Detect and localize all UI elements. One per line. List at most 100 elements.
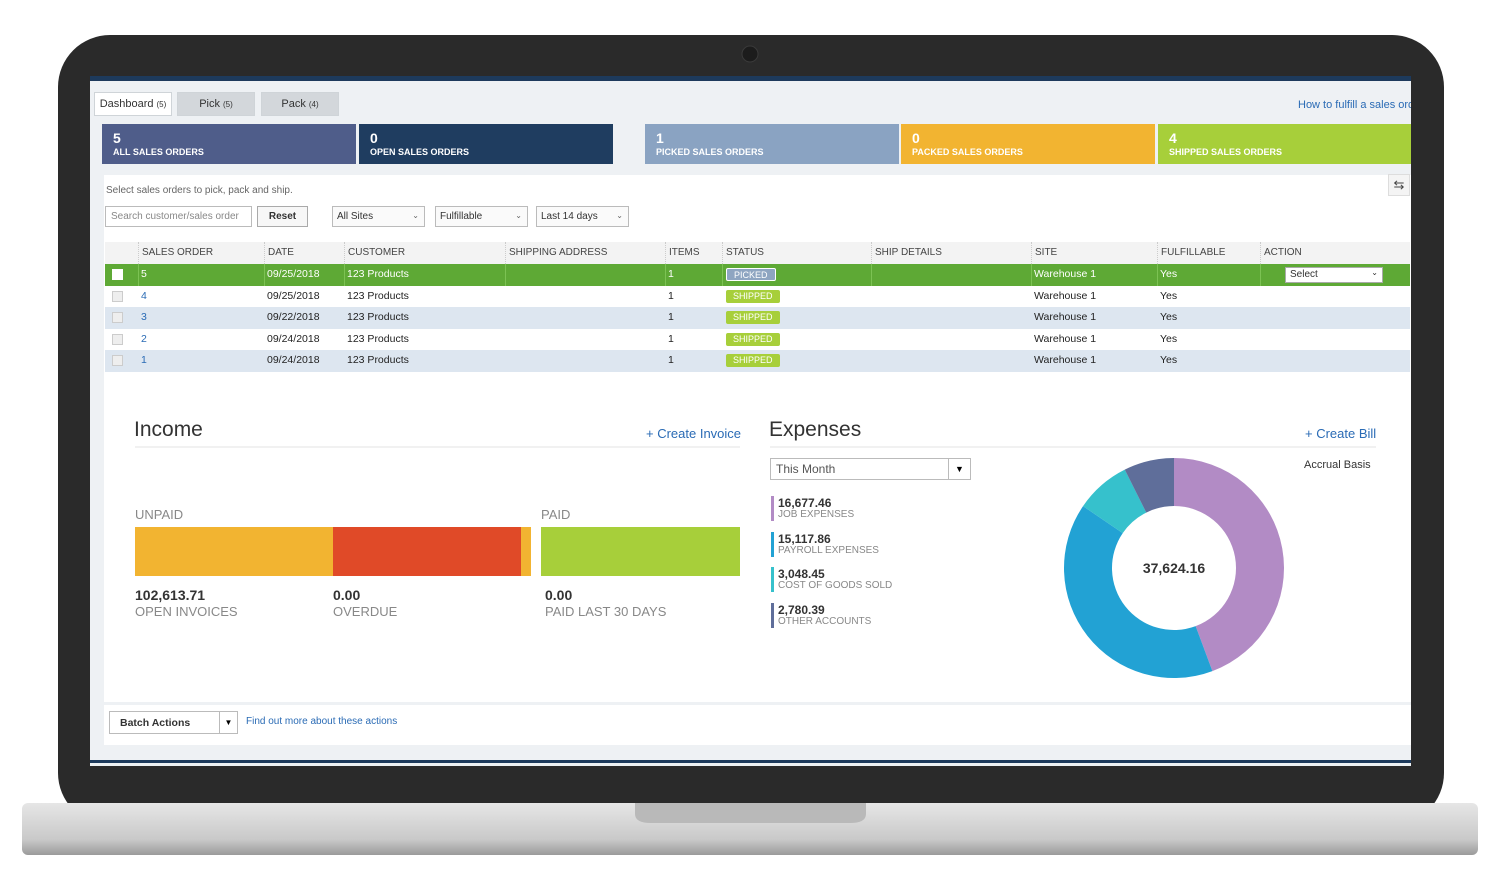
filter-value: Last 14 days — [541, 211, 598, 222]
card-label: OPEN SALES ORDERS — [370, 147, 470, 157]
cell: 123 Products — [347, 289, 409, 302]
cell: Yes — [1160, 354, 1178, 366]
period-dropdown[interactable]: This Month ▼ — [770, 458, 971, 480]
column-header[interactable]: SITE — [1031, 242, 1060, 264]
donut-segment — [1083, 469, 1147, 534]
batch-link[interactable]: Find out more about these actions — [246, 716, 398, 727]
create-invoice-link[interactable]: + Create Invoice — [646, 426, 742, 441]
cell-divider — [871, 264, 872, 286]
cell: Warehouse 1 — [1034, 268, 1097, 280]
sales-order-link[interactable]: 3 — [141, 311, 147, 323]
tab[interactable]: Pack (4) — [261, 92, 339, 116]
column-header[interactable]: ITEMS — [665, 242, 703, 264]
batch-button[interactable]: Batch Actions ▼ — [109, 711, 238, 734]
sales-order-link[interactable]: 2 — [141, 332, 147, 345]
card-label: PACKED SALES ORDERS — [912, 147, 1023, 157]
table-row[interactable]: 4 09/25/2018 123 Products 1 SHIPPED Warehouse… — [105, 285, 1410, 307]
tab[interactable]: Pick (5) — [177, 92, 255, 116]
donut-segment — [1124, 458, 1174, 513]
cell: 123 Products — [347, 354, 409, 366]
dropdown-button[interactable]: ▼ — [948, 459, 970, 479]
dropdown-button[interactable]: ▼ — [219, 712, 237, 733]
legend-swatch — [771, 496, 774, 521]
column-header[interactable]: FULFILLABLE — [1157, 242, 1228, 264]
card-count: 1 — [656, 130, 664, 146]
tab-label: Dashboard (5) — [95, 98, 171, 110]
screen-topbar — [90, 76, 1411, 81]
status-badge: PICKED — [726, 268, 776, 281]
instructions: Select sales orders to pick, pack and sh… — [106, 185, 293, 196]
summary-card[interactable]: 0 PACKED SALES ORDERS — [901, 124, 1155, 164]
row-checkbox[interactable] — [112, 312, 123, 323]
laptop-base — [22, 803, 1478, 855]
tab-name: Pick — [199, 98, 220, 110]
column-header[interactable]: SALES ORDER — [138, 242, 216, 264]
sales-order-link[interactable]: 5 — [141, 268, 147, 280]
expense-label: OTHER ACCOUNTS — [778, 616, 872, 628]
table-row[interactable]: 2 09/24/2018 123 Products 1 SHIPPED Warehouse… — [105, 328, 1410, 350]
summary-card[interactable]: 0 OPEN SALES ORDERS — [359, 124, 613, 164]
card-count: 0 — [912, 130, 920, 146]
filter-dropdown[interactable]: All Sites ⌄ — [332, 206, 425, 227]
filter-dropdown[interactable]: Last 14 days ⌄ — [536, 206, 629, 227]
expense-value: 3,048.45 — [778, 567, 825, 582]
bar-paid — [541, 527, 740, 576]
dropdown-arrow: ⌄ — [515, 211, 522, 220]
cell-divider — [722, 264, 723, 286]
cell: 09/24/2018 — [267, 354, 320, 366]
batch-panel — [104, 705, 1411, 745]
row-checkbox[interactable] — [112, 290, 123, 302]
cell: Yes — [1160, 311, 1178, 323]
card-label: SHIPPED SALES ORDERS — [1169, 147, 1283, 157]
column-header[interactable]: STATUS — [722, 242, 767, 264]
table-row[interactable]: 5 09/25/2018 123 Products 1 PICKED Warehouse … — [105, 264, 1410, 286]
cell: 1 — [668, 311, 674, 323]
stat-label: OVERDUE — [333, 604, 398, 619]
cell: 123 Products — [347, 311, 409, 323]
cell-divider — [1260, 264, 1261, 286]
tab-count: (5) — [223, 100, 233, 109]
cell: 1 — [668, 354, 674, 366]
status-badge: SHIPPED — [726, 332, 780, 346]
sync-icon[interactable]: ⇆ — [1388, 174, 1410, 196]
tab-count: (4) — [308, 100, 319, 109]
filter-dropdown[interactable]: Fulfillable ⌄ — [435, 206, 528, 227]
row-checkbox[interactable] — [112, 355, 123, 366]
action-select[interactable]: Select ⌄ — [1285, 267, 1383, 283]
cell-divider — [1157, 264, 1158, 286]
column-header[interactable]: SHIP DETAILS — [871, 242, 945, 264]
tab-name: Dashboard — [99, 98, 154, 110]
donut-segment — [1064, 506, 1213, 678]
table-row[interactable]: 1 09/24/2018 123 Products 1 SHIPPED Warehouse… — [105, 350, 1410, 372]
accrual-basis: Accrual Basis — [1304, 459, 1371, 471]
cell-divider — [1031, 264, 1032, 286]
row-checkbox[interactable] — [112, 333, 123, 345]
tab[interactable]: Dashboard (5) — [94, 92, 172, 116]
table-row[interactable]: 3 09/22/2018 123 Products 1 SHIPPED Warehouse… — [105, 307, 1410, 329]
column-header[interactable]: ACTION — [1260, 242, 1305, 264]
summary-card[interactable]: 5 ALL SALES ORDERS — [102, 124, 356, 164]
column-header[interactable]: SHIPPING ADDRESS — [505, 242, 610, 264]
legend-swatch — [771, 531, 774, 557]
create-bill-link[interactable]: + Create Bill — [1305, 426, 1377, 441]
cell: 1 — [668, 268, 674, 280]
dropdown-arrow: ⌄ — [616, 211, 623, 220]
search-input[interactable]: Search customer/sales order — [105, 206, 252, 227]
cell-divider — [344, 264, 345, 286]
sales-order-link[interactable]: 1 — [141, 354, 147, 366]
summary-card[interactable]: 4 SHIPPED SALES ORDERS — [1158, 124, 1411, 164]
sales-order-link[interactable]: 4 — [141, 289, 147, 302]
expense-value: 15,117.86 — [778, 531, 831, 546]
summary-card[interactable]: 1 PICKED SALES ORDERS — [645, 124, 899, 164]
filter-value: Fulfillable — [440, 211, 483, 222]
column-header[interactable]: CUSTOMER — [344, 242, 408, 264]
help-link[interactable]: How to fulfill a sales orde — [1298, 99, 1411, 111]
cell: 1 — [668, 289, 674, 302]
cell: Warehouse 1 — [1034, 289, 1097, 302]
reset-button[interactable]: Reset — [257, 206, 308, 227]
row-checkbox[interactable] — [112, 269, 123, 280]
period-value: This Month — [776, 462, 836, 476]
card-count: 4 — [1169, 130, 1177, 146]
column-header[interactable]: DATE — [264, 242, 297, 264]
